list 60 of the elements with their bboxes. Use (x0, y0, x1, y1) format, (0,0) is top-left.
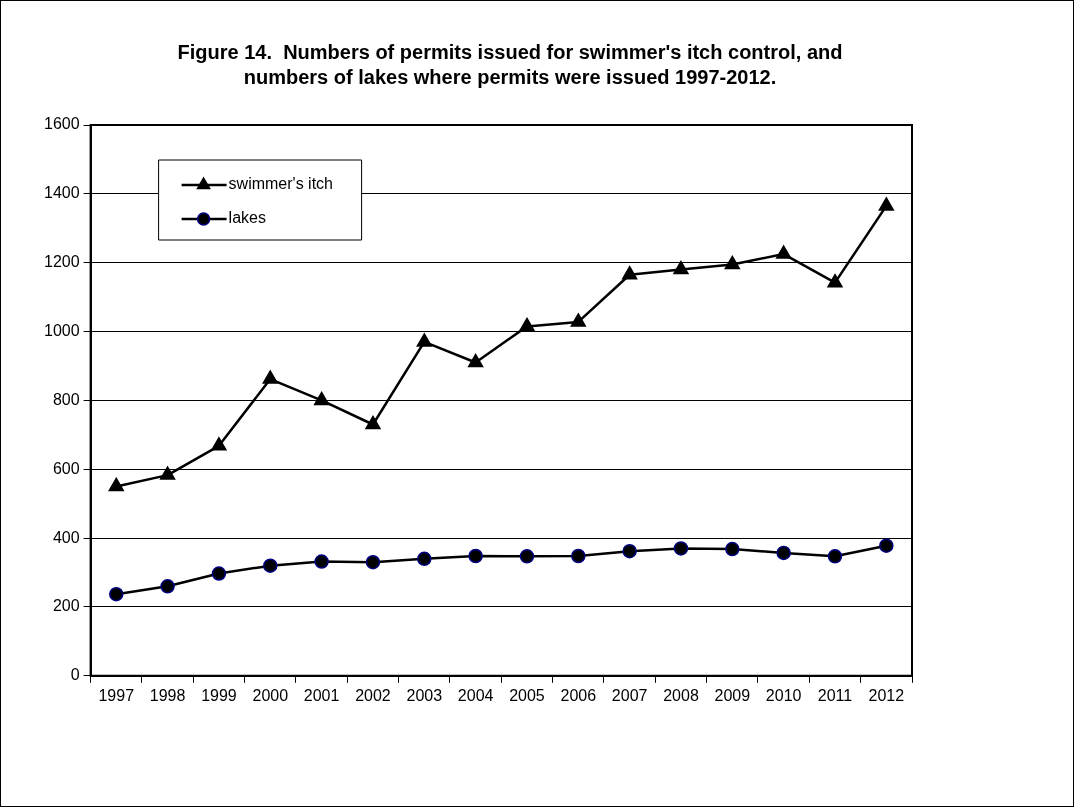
chart-title: Figure 14. Numbers of permits issued for swimmer's itch control, and numbers of lakes where permits were issued 1997-2012. (176, 40, 844, 90)
point (622, 543, 637, 559)
x-tick-label: 2002 (355, 686, 391, 704)
point (878, 197, 895, 211)
point (673, 260, 689, 275)
y-tick-label: 600 (52, 459, 80, 477)
x-tick-label: 2008 (663, 686, 699, 704)
point (417, 551, 432, 567)
point (108, 477, 124, 492)
x-tick-label: 2000 (252, 686, 289, 704)
y-tick-label: 0 (70, 666, 80, 684)
point (365, 415, 381, 430)
point (724, 255, 740, 270)
x-tick-label: 2009 (714, 686, 751, 704)
x-tick-label: 2010 (765, 686, 802, 704)
x-tick-label: 2005 (509, 686, 545, 704)
point (673, 541, 689, 556)
x-tick-label: 2004 (457, 686, 494, 704)
point (827, 273, 843, 288)
x-tick-label: 2012 (868, 686, 905, 704)
y-tick-label: 1400 (44, 184, 80, 202)
y-tick-label: 800 (52, 390, 80, 408)
x-tick-label: 1997 (98, 686, 135, 704)
y-tick-label: 1000 (44, 321, 80, 339)
point (519, 549, 535, 564)
point (775, 245, 792, 259)
point (416, 333, 432, 347)
point (827, 549, 843, 564)
point (159, 466, 176, 480)
point (621, 266, 638, 280)
point (262, 370, 278, 384)
point (313, 391, 330, 406)
x-tick-label: 2001 (303, 686, 340, 704)
point (365, 554, 381, 570)
x-tick-label: 2011 (817, 686, 853, 704)
point (571, 548, 586, 564)
y-tick-label: 200 (52, 597, 80, 615)
x-tick-label: 2003 (406, 686, 443, 704)
point (211, 437, 227, 451)
y-tick-label: 1600 (44, 115, 80, 133)
point (725, 541, 740, 557)
point (519, 317, 535, 332)
point (263, 558, 278, 573)
point (570, 313, 586, 327)
point (468, 548, 483, 564)
legend-label: swimmer's itch (228, 175, 333, 193)
x-tick-label: 2007 (611, 686, 648, 704)
x-tick-label: 2006 (560, 686, 597, 704)
x-tick-label: 1998 (149, 686, 186, 704)
legend-label: lakes (228, 209, 266, 227)
point (160, 579, 175, 594)
point (776, 545, 791, 561)
point (879, 538, 894, 553)
point (211, 566, 227, 581)
point (314, 554, 329, 569)
point (467, 353, 484, 368)
point (109, 586, 124, 602)
x-tick-label: 1999 (201, 686, 237, 704)
y-tick-label: 1200 (44, 253, 80, 271)
y-tick-label: 400 (52, 528, 80, 546)
